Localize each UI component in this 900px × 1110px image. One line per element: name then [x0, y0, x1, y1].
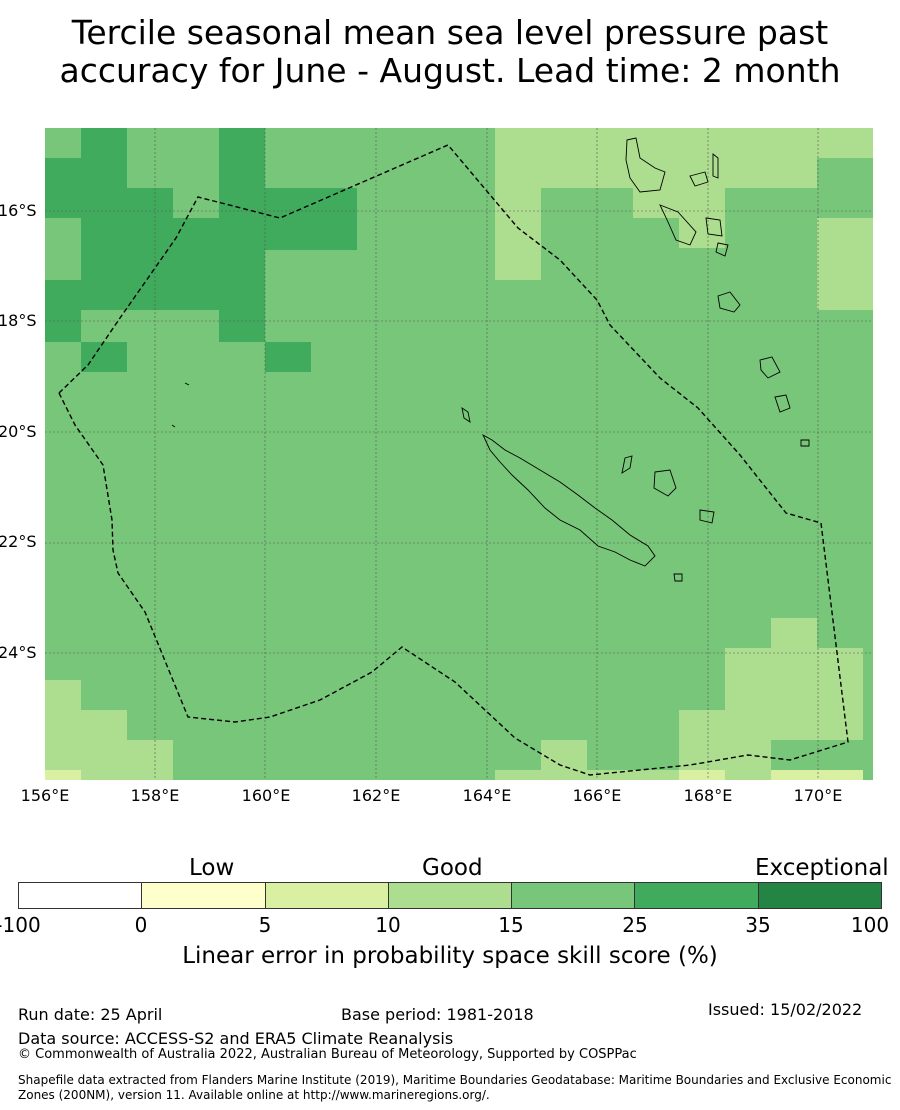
islet-outline [171, 424, 176, 428]
x-tick-label: 168°E [683, 786, 733, 805]
data-source: Data source: ACCESS-S2 and ERA5 Climate … [18, 1029, 454, 1048]
eez-boundary-line [58, 144, 849, 776]
colorbar-segment [635, 883, 759, 908]
x-tick-label: 164°E [462, 786, 512, 805]
colorbar-tick: 15 [498, 913, 524, 937]
skill-cell [45, 770, 81, 780]
colorbar-tick: -100 [0, 913, 41, 937]
skill-cell [495, 128, 873, 158]
vanuatu-island-outline [705, 217, 723, 237]
colorbar-label: Linear error in probability space skill … [182, 943, 718, 969]
colorbar-heading-exceptional: Exceptional [755, 855, 889, 881]
shapefile-credit-line-2: Zones (200NM), version 11. Available onl… [18, 1088, 490, 1102]
skill-cell [495, 770, 541, 780]
colorbar-segment [19, 883, 143, 908]
copyright: © Commonwealth of Australia 2022, Austra… [18, 1047, 637, 1062]
run-date: Run date: 25 April [18, 1005, 163, 1024]
colorbar-segment [512, 883, 636, 908]
skill-map [45, 128, 873, 780]
islet-outline [461, 407, 471, 423]
colorbar-segment [142, 883, 266, 908]
eez-boundary [58, 144, 849, 776]
new-caledonia-outline [482, 433, 656, 567]
y-tick-label: 22°S [0, 532, 37, 551]
skill-cell [265, 342, 311, 372]
x-tick-label: 162°E [351, 786, 401, 805]
skill-cell [725, 648, 863, 710]
vanuatu-island-outline [774, 394, 791, 413]
skill-cell [679, 770, 725, 780]
vanuatu-island-outline [659, 204, 697, 246]
shapefile-credit: Shapefile data extracted from Flanders M… [18, 1073, 900, 1103]
skill-cell [265, 188, 357, 218]
colorbar-segment [265, 883, 389, 908]
shapefile-credit-line-1: Shapefile data extracted from Flanders M… [18, 1073, 892, 1087]
skill-cell [219, 310, 265, 342]
title-line-1: Tercile seasonal mean sea level pressure… [71, 13, 829, 52]
skill-cell [679, 710, 863, 740]
loyalty-island-outline [699, 509, 715, 524]
colorbar-tick: 10 [375, 913, 401, 937]
vanuatu-island-outline [717, 291, 741, 313]
colorbar-tick: 25 [622, 913, 648, 937]
islet-outline [673, 573, 683, 582]
skill-cell [81, 218, 219, 248]
x-tick-label: 156°E [20, 786, 70, 805]
skill-cell [219, 158, 265, 188]
vanuatu-island-outline [715, 242, 729, 257]
colorbar-tick: 5 [258, 913, 272, 937]
colorbar-heading-good: Good [422, 855, 483, 881]
skill-cell [587, 770, 679, 780]
issued-date: Issued: 15/02/2022 [708, 1000, 863, 1019]
skill-cell [45, 158, 127, 188]
vanuatu-island-outline [689, 171, 709, 187]
y-tick-label: 18°S [0, 311, 37, 330]
y-tick-label: 16°S [0, 201, 37, 220]
skill-grid-cells [45, 128, 873, 780]
base-period: Base period: 1981-2018 [341, 1005, 534, 1024]
colorbar [18, 882, 882, 909]
loyalty-island-outline [621, 455, 633, 474]
skill-cell [541, 158, 817, 188]
skill-cell [45, 188, 173, 218]
y-tick-label: 20°S [0, 422, 37, 441]
vanuatu-island-outline [712, 153, 719, 179]
colorbar-tick: 35 [745, 913, 771, 937]
loyalty-island-outline [653, 469, 677, 497]
skill-cell [541, 740, 587, 780]
x-tick-label: 158°E [130, 786, 180, 805]
y-tick-label: 24°S [0, 643, 37, 662]
islet-outline [800, 439, 810, 447]
skill-cell [679, 218, 725, 248]
skill-cell [219, 128, 265, 158]
skill-cell [81, 128, 127, 158]
title-line-2: accuracy for June - August. Lead time: 2… [59, 51, 841, 90]
colorbar-tick: 0 [134, 913, 148, 937]
graticule [45, 128, 873, 780]
skill-cell [771, 770, 863, 780]
skill-cell [45, 310, 81, 342]
skill-cell [81, 342, 127, 372]
skill-cell [817, 218, 873, 310]
colorbar-heading-low: Low [189, 855, 235, 881]
skill-cell [495, 158, 541, 188]
islet-outline [184, 382, 190, 386]
x-tick-label: 170°E [793, 786, 843, 805]
colorbar-segment [758, 883, 881, 908]
skill-cell [771, 618, 817, 648]
island-outlines [171, 137, 810, 582]
colorbar-tick: 100 [850, 913, 890, 937]
vanuatu-island-outline [759, 356, 781, 379]
skill-cell [81, 248, 265, 280]
skill-cell [219, 218, 357, 250]
vanuatu-island-outline [625, 137, 666, 193]
colorbar-segment [388, 883, 513, 908]
chart-title: Tercile seasonal mean sea level pressure… [0, 14, 900, 90]
x-tick-label: 166°E [572, 786, 622, 805]
x-tick-label: 160°E [241, 786, 291, 805]
skill-cell [495, 188, 541, 280]
